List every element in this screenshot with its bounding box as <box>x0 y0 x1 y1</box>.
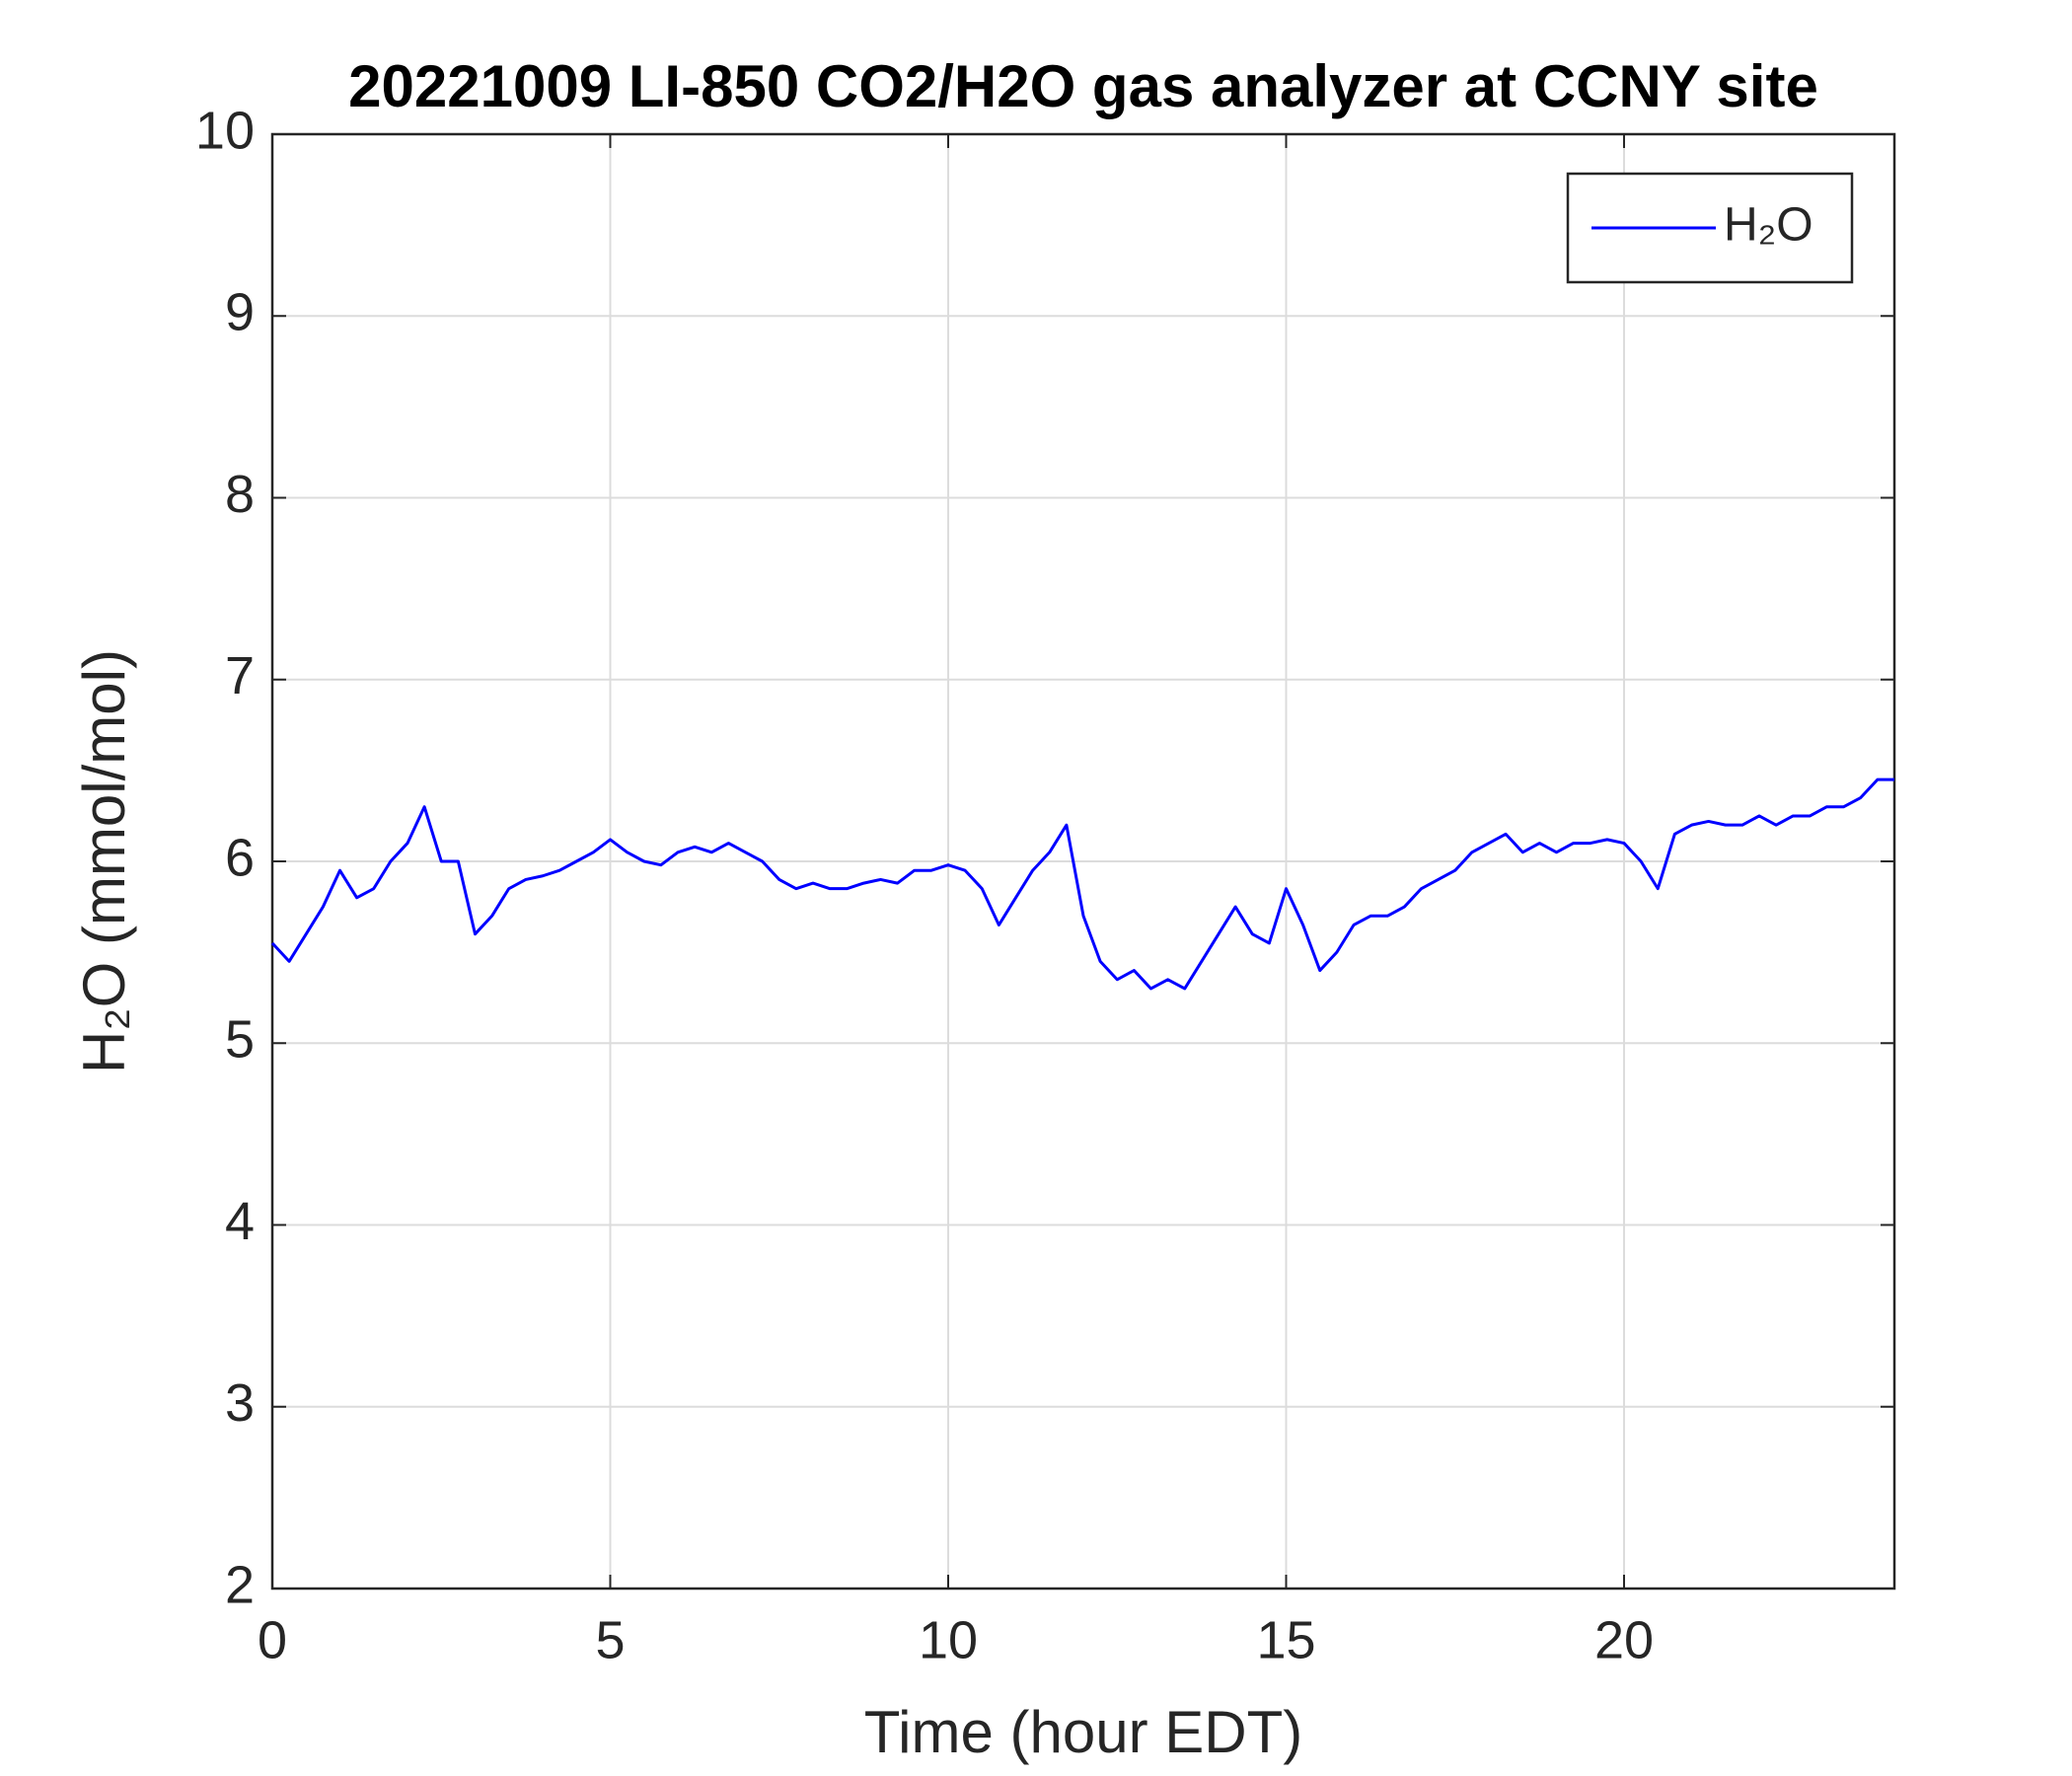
y-tick-label: 4 <box>225 1192 255 1251</box>
y-tick-label: 3 <box>225 1373 255 1433</box>
plot-frame <box>270 132 1896 1591</box>
x-tick-label: 20 <box>1594 1610 1654 1669</box>
x-tick-label: 5 <box>595 1610 625 1669</box>
y-tick-label: 6 <box>225 828 255 887</box>
y-axis-label: H₂O (mmol/mol) <box>71 649 137 1073</box>
legend-label: H₂O <box>1724 199 1813 252</box>
y-tick-label: 8 <box>225 465 255 524</box>
data-line <box>270 777 1894 991</box>
y-tick-label: 10 <box>195 101 255 160</box>
y-tick-label: 5 <box>225 1010 255 1070</box>
x-tick-label: 10 <box>919 1610 978 1669</box>
chart-title: 20221009 LI-850 CO2/H2O gas analyzer at … <box>348 53 1818 119</box>
x-tick-label: 0 <box>258 1610 287 1669</box>
x-axis-label: Time (hour EDT) <box>864 1699 1303 1765</box>
x-tick-label: 15 <box>1256 1610 1315 1669</box>
y-tick-label: 2 <box>225 1555 255 1614</box>
y-tick-label: 9 <box>225 283 255 342</box>
y-tick-label: 7 <box>225 646 255 705</box>
